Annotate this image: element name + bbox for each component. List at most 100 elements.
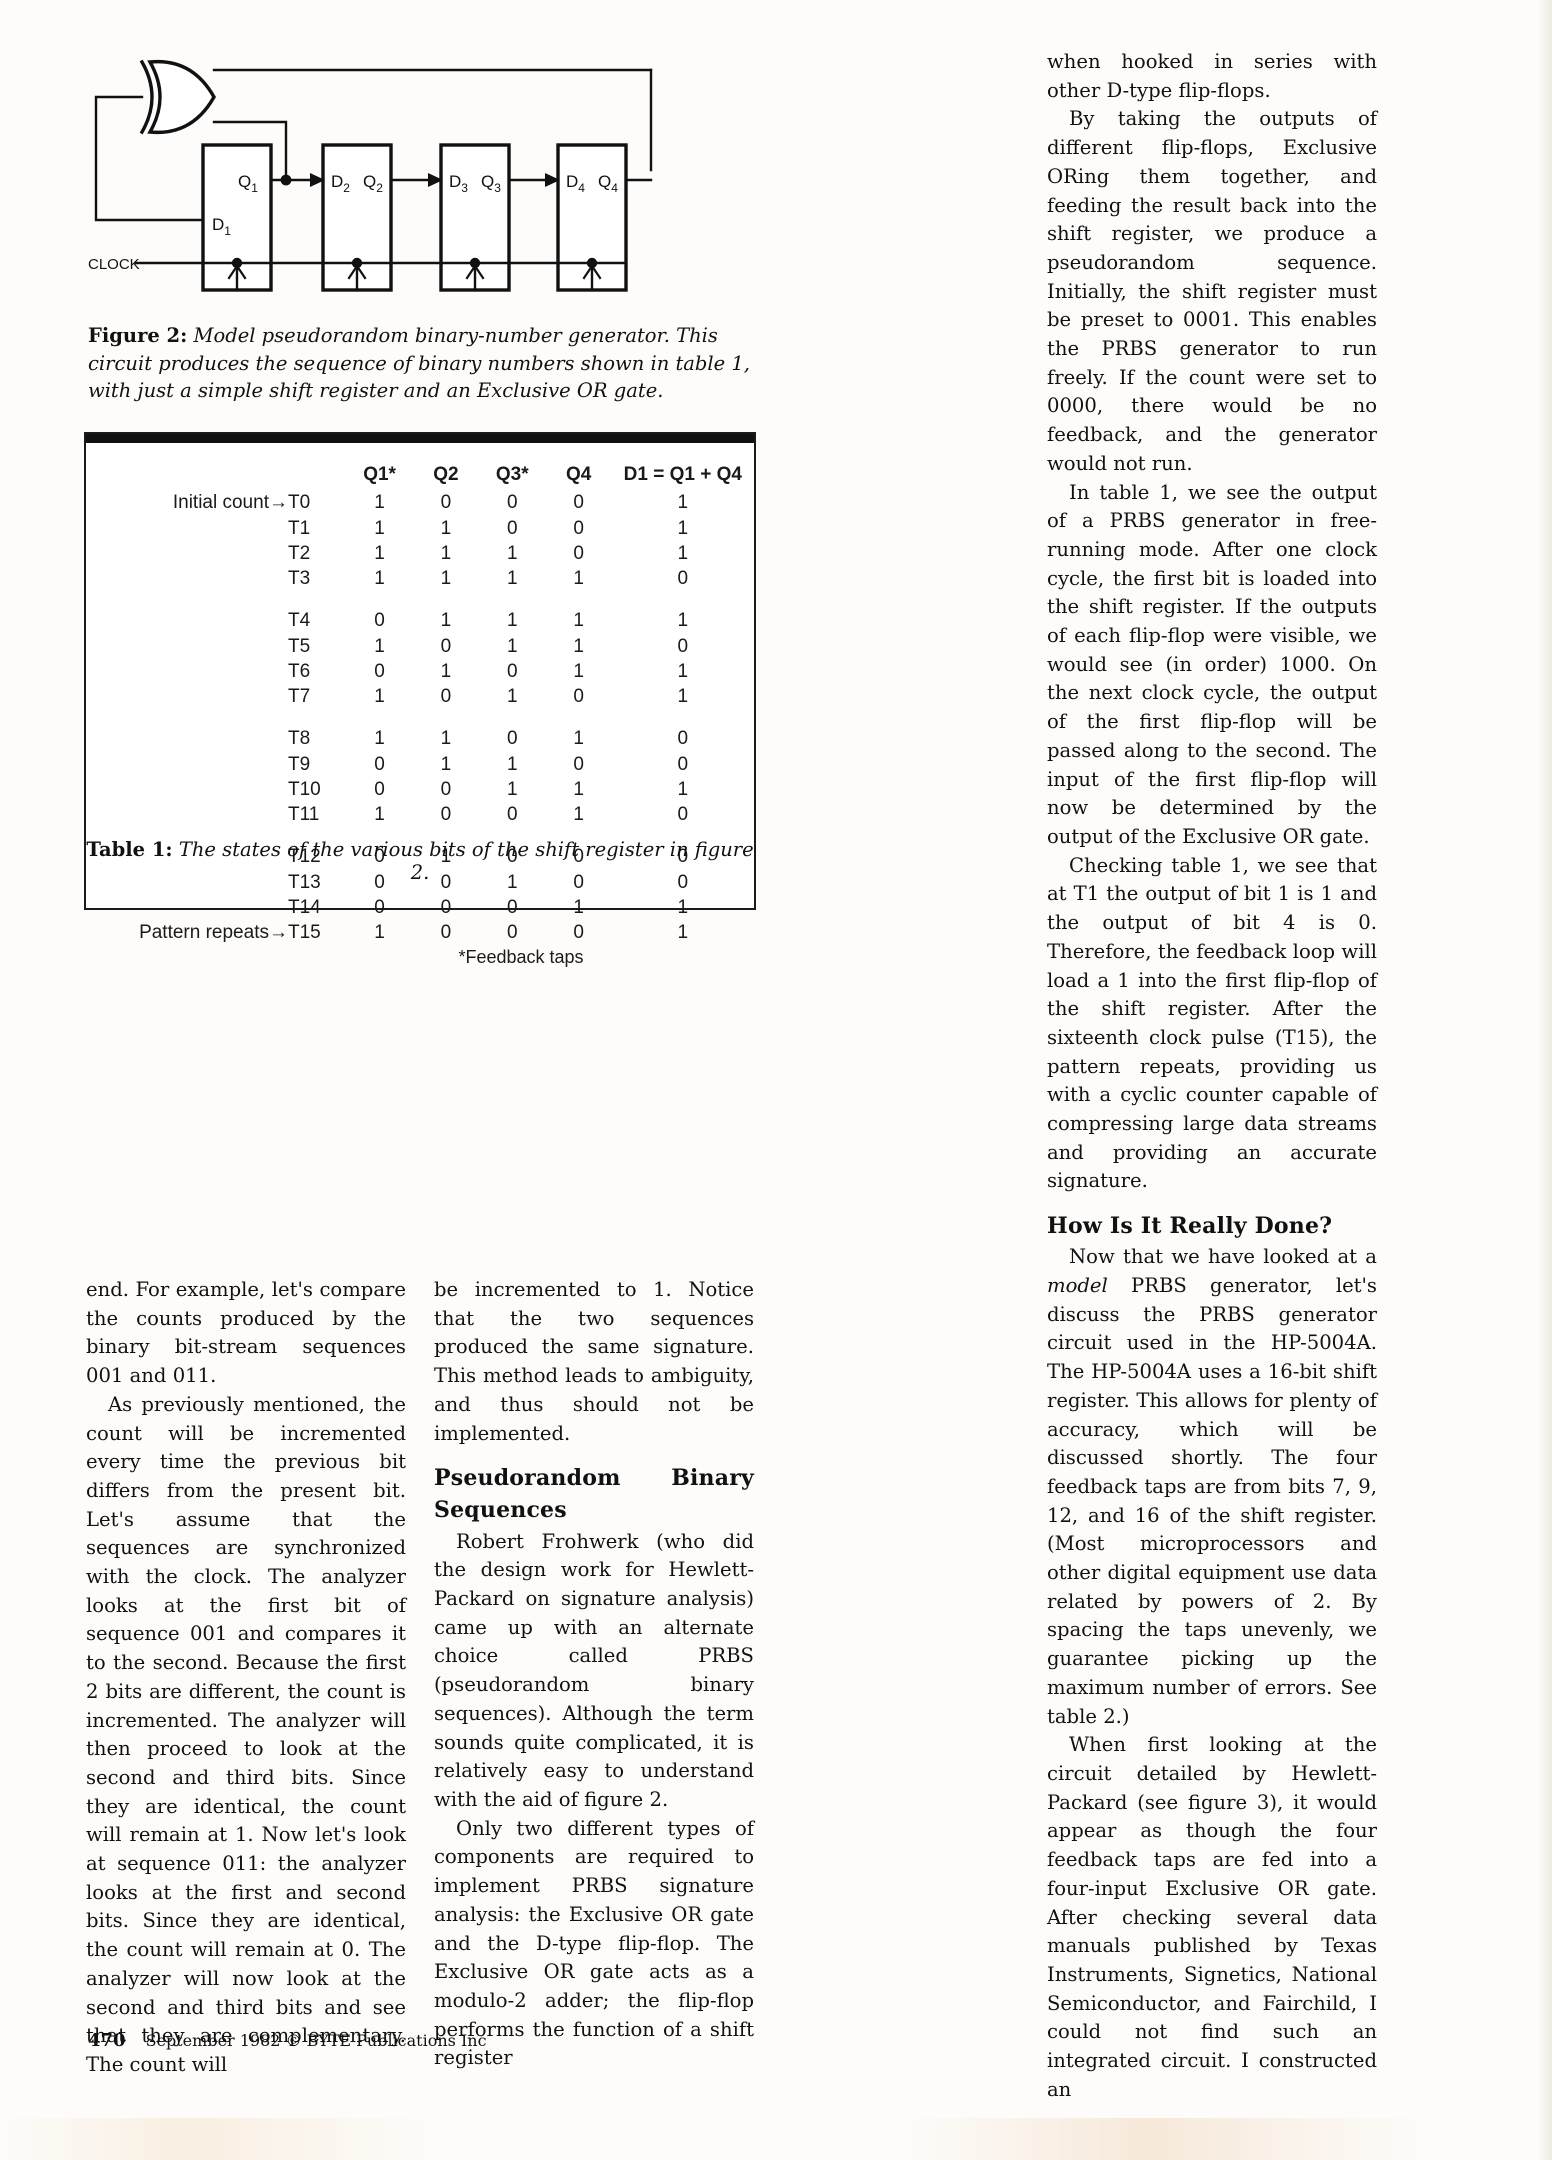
table-cell-q2: 1 xyxy=(440,542,452,564)
paragraph-mid-1: be incremented to 1. Notice that the two… xyxy=(434,1278,754,1445)
table-row-time-label: T10 xyxy=(287,778,321,800)
table-row-time-label: T12 xyxy=(287,846,321,868)
table-row: T14 0 0 0 1 1 xyxy=(86,895,754,920)
table-row-annotation xyxy=(86,566,288,591)
table-cell-q3: 1 xyxy=(506,568,518,590)
table-header-q1: Q1* xyxy=(363,464,396,485)
table-cell-q4: 1 xyxy=(573,635,584,657)
table-cell-q4: 0 xyxy=(573,542,584,564)
table-cell-q1: 1 xyxy=(374,492,385,514)
table-row-time-label: T0 xyxy=(287,492,311,514)
paragraph-right-1: when hooked in series with other D-type … xyxy=(1047,50,1377,102)
table-cell-q1: 0 xyxy=(374,896,385,918)
table-row-time-label: T2 xyxy=(287,542,311,564)
table-row: Pattern repeats→ T15 1 0 0 0 1 xyxy=(86,920,754,945)
figure-2-caption: Figure 2: Model pseudorandom binary-numb… xyxy=(88,322,758,405)
table-cell-q4: 0 xyxy=(573,492,584,514)
body-column-middle: be incremented to 1. Notice that the two… xyxy=(434,1276,754,2073)
table-cell-q2: 1 xyxy=(440,568,452,590)
page-right-edge-shadow xyxy=(1538,0,1552,2160)
table-row-time-label: T9 xyxy=(287,753,311,775)
body-column-right: when hooked in series with other D-type … xyxy=(1047,48,1377,2104)
table-cell-q2: 1 xyxy=(440,610,452,632)
table-cell-q3: 0 xyxy=(506,660,518,682)
table-row: T6 0 1 0 1 1 xyxy=(86,659,754,684)
paragraph-right-6: When first looking at the circuit detail… xyxy=(1047,1733,1377,2101)
paragraph-right-5: Now that we have looked at a model PRBS … xyxy=(1047,1243,1377,1731)
page-number: 470 xyxy=(88,2030,126,2051)
table-row: T4 0 1 1 1 1 xyxy=(86,608,754,633)
table-cell-d1: 1 xyxy=(677,660,689,682)
table-cell-q4: 0 xyxy=(573,517,584,539)
table-cell-q4: 0 xyxy=(573,871,584,893)
table-caption-text: The states of the various bits of the sh… xyxy=(172,838,754,884)
table-row-time-label: T5 xyxy=(287,635,311,657)
signal-arrowheads xyxy=(310,173,560,187)
table-cell-q3: 1 xyxy=(506,871,518,893)
table-1-caption: Table 1: The states of the various bits … xyxy=(86,838,754,884)
table-gap-cell xyxy=(86,709,754,726)
table-cell-d1: 0 xyxy=(677,568,689,590)
table-row-annotation xyxy=(86,684,288,709)
table-cell-q4: 1 xyxy=(573,778,584,800)
table-cell-q2: 1 xyxy=(440,846,452,868)
table-cell-q4: 0 xyxy=(573,686,584,708)
table-cell-d1: 1 xyxy=(677,610,689,632)
table-cell-q2: 0 xyxy=(440,492,452,514)
table-cell-q1: 1 xyxy=(374,922,385,944)
table-footnote-row: *Feedback taps xyxy=(86,946,754,970)
table-row-annotation: Pattern repeats→ xyxy=(139,922,288,944)
table-cell-q1: 1 xyxy=(374,686,385,708)
table-row: T1 1 1 0 0 1 xyxy=(86,516,754,541)
table-row-time-label: T7 xyxy=(287,686,311,708)
table-cell-q2: 1 xyxy=(440,728,452,750)
table-row-time-label: T13 xyxy=(287,871,321,893)
xor-gate-icon xyxy=(139,59,216,135)
table-row-annotation xyxy=(86,516,288,541)
paragraph-right-5b: PRBS generator, let's discuss the PRBS g… xyxy=(1047,1274,1377,1728)
table-group-gap xyxy=(86,709,754,726)
table-cell-q3: 0 xyxy=(506,804,518,826)
table-row: Initial count→ T0 1 0 0 0 1 xyxy=(86,490,754,515)
table-cell-q1: 1 xyxy=(374,568,385,590)
table-cell-q4: 1 xyxy=(573,568,584,590)
table-header-time xyxy=(288,462,346,490)
figure-caption-lead: Figure 2: xyxy=(88,324,188,347)
table-cell-q3: 0 xyxy=(506,846,518,868)
page-footer: 470 September 1982 © BYTE Publications In… xyxy=(88,2030,487,2051)
table-cell-d1: 0 xyxy=(677,753,689,775)
table-cell-q1: 0 xyxy=(374,871,385,893)
table-cell-d1: 0 xyxy=(677,728,689,750)
table-row-annotation xyxy=(86,659,288,684)
page-edge-smudge xyxy=(0,2118,1552,2160)
table-row-time-label: T14 xyxy=(287,896,321,918)
table-row-time-label: T3 xyxy=(287,568,311,590)
table-cell-q4: 0 xyxy=(573,922,584,944)
table-row: T12 0 1 0 0 0 xyxy=(86,844,754,869)
table-cell-q2: 1 xyxy=(440,753,452,775)
table-group-gap xyxy=(86,591,754,608)
table-cell-q4: 1 xyxy=(573,804,584,826)
heading-pseudorandom-binary-sequences: Pseudorandom Binary Sequences xyxy=(434,1465,754,1524)
table-row-time-label: T1 xyxy=(287,517,311,539)
footnote-spacer xyxy=(86,946,288,970)
table-row-annotation xyxy=(86,752,288,777)
table-cell-q2: 0 xyxy=(440,778,452,800)
paragraph-right-5a: Now that we have looked at a xyxy=(1069,1245,1377,1269)
table-cell-d1: 0 xyxy=(677,635,689,657)
table-row-annotation xyxy=(86,777,288,802)
table-header-annot xyxy=(86,462,288,490)
table-gap-cell xyxy=(86,591,754,608)
table-row-annotation xyxy=(86,541,288,566)
table-cell-q2: 1 xyxy=(440,517,452,539)
table-row-annotation: Initial count→ xyxy=(172,492,288,514)
table-cell-q2: 0 xyxy=(440,896,452,918)
table-cell-q3: 0 xyxy=(506,728,518,750)
paragraph-left-1: end. For example, let's compare the coun… xyxy=(86,1278,406,1388)
table-cell-d1: 1 xyxy=(677,896,689,918)
paragraph-right-3: In table 1, we see the output of a PRBS … xyxy=(1047,480,1377,848)
table-cell-q3: 1 xyxy=(506,635,518,657)
table-1-box: Q1* Q2 Q3* Q4 D1 = Q1 + Q4 Initial count… xyxy=(84,432,756,967)
table-cell-d1: 1 xyxy=(677,517,689,539)
figure-caption-text: Model pseudorandom binary-number generat… xyxy=(88,324,750,403)
